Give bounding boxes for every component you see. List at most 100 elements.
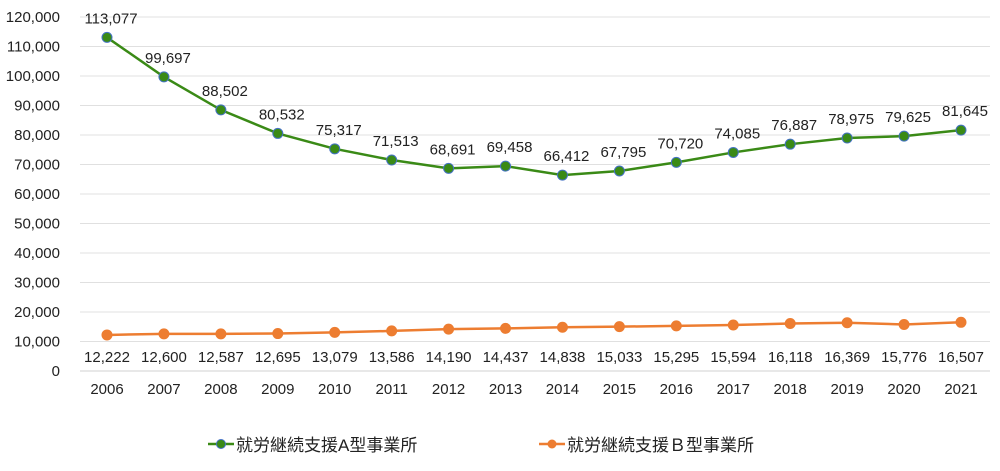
data-label: 12,222 [84,349,130,366]
y-tick-label: 60,000 [14,186,60,203]
data-label: 14,437 [483,349,529,366]
x-tick-label: 2008 [204,381,237,398]
x-tick-label: 2020 [887,381,920,398]
data-label: 67,795 [600,144,646,161]
data-point [556,169,568,181]
y-tick-label: 80,000 [14,127,60,144]
data-label: 69,458 [487,139,533,156]
data-point [272,328,284,340]
data-label: 81,645 [942,103,988,120]
x-tick-label: 2011 [376,381,408,398]
data-point [443,323,455,335]
y-tick-label: 100,000 [6,68,60,85]
data-label: 15,594 [710,349,756,366]
data-point [898,130,910,142]
data-label: 74,085 [714,125,760,142]
x-tick-label: 2015 [603,381,636,398]
y-tick-label: 70,000 [14,157,60,174]
data-label: 79,625 [885,109,931,126]
y-tick-label: 0 [52,363,60,380]
data-label: 14,838 [540,349,586,366]
data-point [329,143,341,155]
y-tick-label: 10,000 [14,334,60,351]
data-label: 68,691 [430,141,476,158]
y-tick-label: 40,000 [14,245,60,262]
data-label: 12,695 [255,349,301,366]
data-point [158,328,170,340]
x-tick-label: 2006 [90,381,123,398]
line-chart: 0 10,000 20,000 30,000 40,000 50,000 60,000 70,… [6,9,990,398]
data-point [500,160,512,172]
data-label: 16,369 [824,349,870,366]
data-point [158,71,170,83]
x-tick-label: 2012 [432,381,465,398]
data-label: 88,502 [202,83,248,100]
data-point [215,328,227,340]
series-line-a [106,36,962,177]
data-point [101,31,113,43]
data-label: 13,079 [312,349,358,366]
data-point [556,321,568,333]
x-tick-label: 2007 [147,381,180,398]
data-point [784,138,796,150]
y-tick-label: 90,000 [14,98,60,115]
data-point [613,321,625,333]
data-label: 75,317 [316,122,362,139]
data-label: 99,697 [145,50,191,67]
legend-marker-b-icon [539,439,565,448]
x-tick-label: 2019 [830,381,863,398]
data-point [272,127,284,139]
y-tick-label: 50,000 [14,216,60,233]
x-tick-label: 2016 [660,381,693,398]
data-label: 70,720 [657,135,703,152]
data-label: 113,077 [84,10,137,27]
data-label: 15,295 [653,349,699,366]
x-tick-label: 2010 [318,381,351,398]
legend-label-b: 就労継続支援Ｂ型事業所 [567,436,754,455]
data-point [386,154,398,166]
legend-label-a: 就労継続支援A型事業所 [236,436,418,455]
data-point [443,162,455,174]
data-label: 15,776 [881,349,927,366]
y-tick-label: 110,000 [7,39,60,56]
x-tick-label: 2018 [774,381,807,398]
series-line-b [106,321,962,337]
y-tick-label: 20,000 [14,304,60,321]
data-point [386,325,398,337]
data-point [500,322,512,334]
data-point [101,329,113,341]
data-label: 16,118 [768,349,813,366]
legend-item-a: 就労継続支援A型事業所 [208,431,417,456]
x-tick-label: 2017 [717,381,750,398]
data-point [670,156,682,168]
data-point [670,320,682,332]
data-point [329,326,341,338]
x-tick-label: 2021 [944,381,977,398]
data-point [955,316,967,328]
data-label: 12,587 [198,349,244,366]
data-label: 80,532 [259,106,305,123]
y-tick-label: 30,000 [14,275,60,292]
data-point [727,146,739,158]
legend-marker-a-icon [208,438,234,449]
data-point [955,124,967,136]
data-point [841,132,853,144]
data-label: 12,600 [141,349,187,366]
data-point [898,318,910,330]
data-point [784,317,796,329]
data-label: 16,507 [938,349,984,366]
data-point [613,165,625,177]
y-tick-label: 120,000 [6,9,60,26]
data-point [215,104,227,116]
data-point [727,319,739,331]
x-tick-label: 2013 [489,381,522,398]
data-label: 14,190 [426,349,472,366]
data-label: 78,975 [828,111,874,128]
data-label: 15,033 [596,349,642,366]
data-label: 66,412 [544,148,590,165]
data-label: 71,513 [373,133,419,150]
x-tick-label: 2014 [546,381,579,398]
data-label: 13,586 [369,349,415,366]
data-point [841,317,853,329]
data-label: 76,887 [771,117,817,134]
